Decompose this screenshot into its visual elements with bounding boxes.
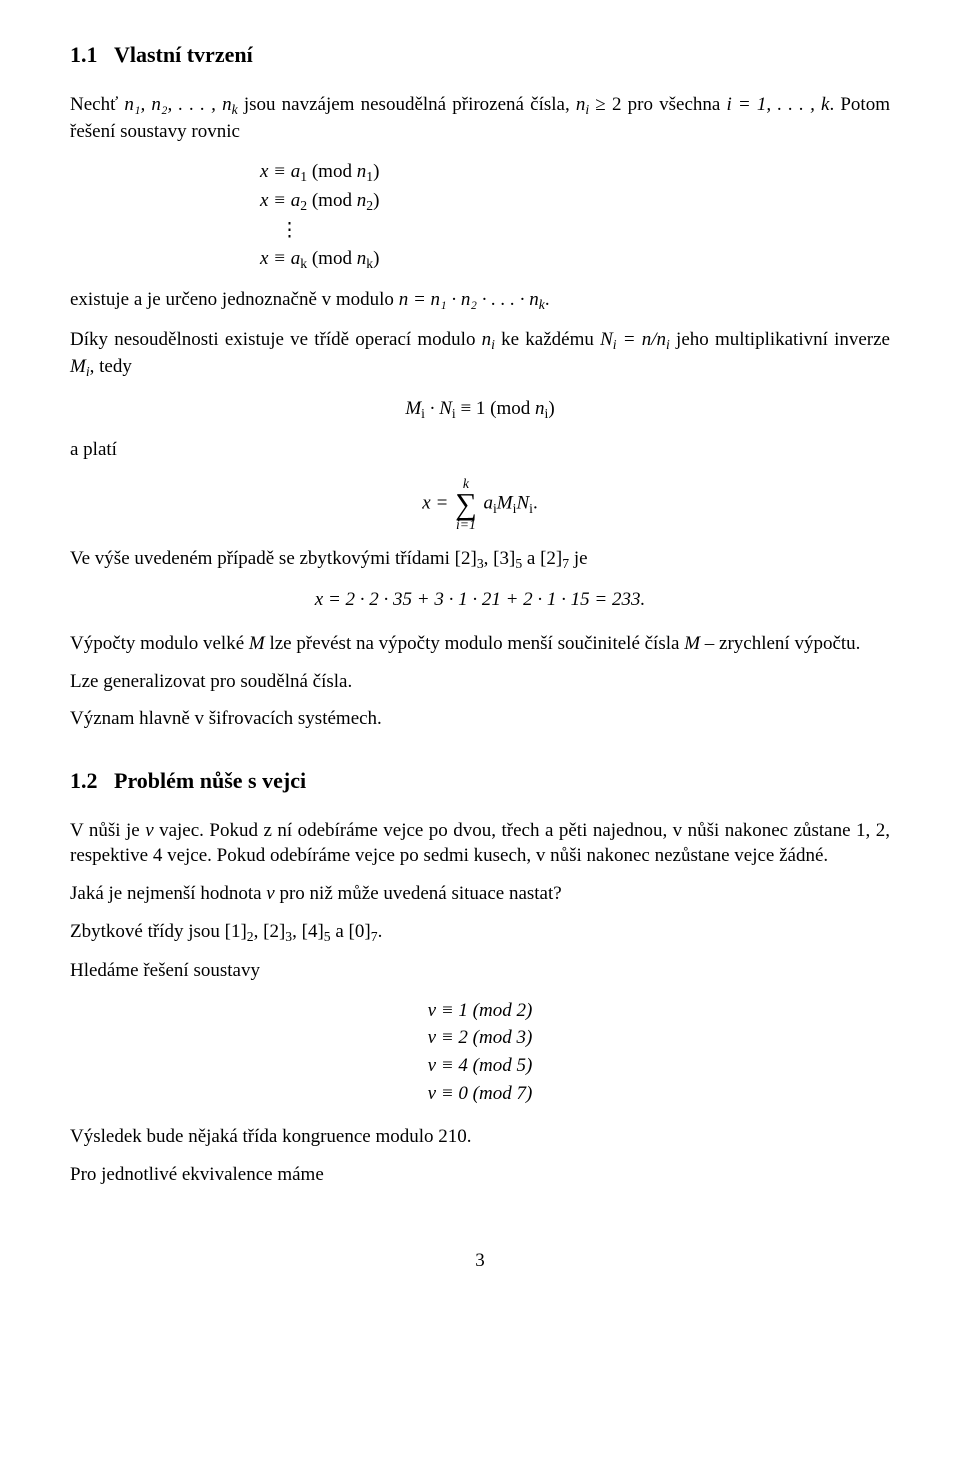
equation-line: v ≡ 1 (mod 2) [70, 998, 890, 1024]
modulo-large-paragraph: Výpočty modulo velké M lze převést na vý… [70, 631, 890, 657]
section-title: Problém nůše s vejci [114, 768, 306, 793]
equation-line: x ≡ a2 (mod n2) [260, 188, 890, 216]
result-paragraph: Výsledek bude nějaká třída kongruence mo… [70, 1124, 890, 1150]
section-title: Vlastní tvrzení [114, 42, 253, 67]
inverse-equation: Mi · Ni ≡ 1 (mod ni) [70, 396, 890, 424]
a-plati: a platí [70, 437, 890, 463]
equation-line: v ≡ 4 (mod 5) [70, 1053, 890, 1079]
intro-paragraph: Nechť n₁, n₂, . . . , nk jsou navzájem n… [70, 92, 890, 145]
basket-paragraph-1: V nůši je v vajec. Pokud z ní odebíráme … [70, 818, 890, 869]
significance-paragraph: Význam hlavně v šifrovacích systémech. [70, 706, 890, 732]
equation-line: x ≡ ak (mod nk) [260, 246, 890, 274]
equation-vdots: ⋮ [280, 218, 890, 244]
system-of-congruences-1: x ≡ a1 (mod n1) x ≡ a2 (mod n2) ⋮ x ≡ ak… [260, 159, 890, 273]
system-of-congruences-2: v ≡ 1 (mod 2) v ≡ 2 (mod 3) v ≡ 4 (mod 5… [70, 998, 890, 1107]
basket-paragraph-2: Jaká je nejmenší hodnota v pro niž může … [70, 881, 890, 907]
calculation-equation: x = 2 · 2 · 35 + 3 · 1 · 21 + 2 · 1 · 15… [70, 587, 890, 613]
page-number: 3 [70, 1248, 890, 1274]
equation-line: x ≡ a1 (mod n1) [260, 159, 890, 187]
above-case-paragraph: Ve výše uvedeném případě se zbytkovými t… [70, 546, 890, 574]
coprimality-paragraph: Díky nesoudělnosti existuje ve třídě ope… [70, 327, 890, 382]
generalize-paragraph: Lze generalizovat pro soudělná čísla. [70, 669, 890, 695]
section-number: 1.2 [70, 768, 98, 793]
individual-equiv-paragraph: Pro jednotlivé ekvivalence máme [70, 1162, 890, 1188]
section-number: 1.1 [70, 42, 98, 67]
section-heading-1-1: 1.1 Vlastní tvrzení [70, 40, 890, 70]
sigma-symbol: k∑i=1 [455, 477, 477, 532]
exists-paragraph: existuje a je určeno jednoznačně v modul… [70, 287, 890, 315]
equation-line: v ≡ 2 (mod 3) [70, 1025, 890, 1051]
section-heading-1-2: 1.2 Problém nůše s vejci [70, 766, 890, 796]
sum-equation: x = k∑i=1 aiMiNi. [70, 477, 890, 532]
seeking-paragraph: Hledáme řešení soustavy [70, 958, 890, 984]
equation-line: v ≡ 0 (mod 7) [70, 1081, 890, 1107]
residue-classes-paragraph: Zbytkové třídy jsou [1]2, [2]3, [4]5 a [… [70, 919, 890, 947]
